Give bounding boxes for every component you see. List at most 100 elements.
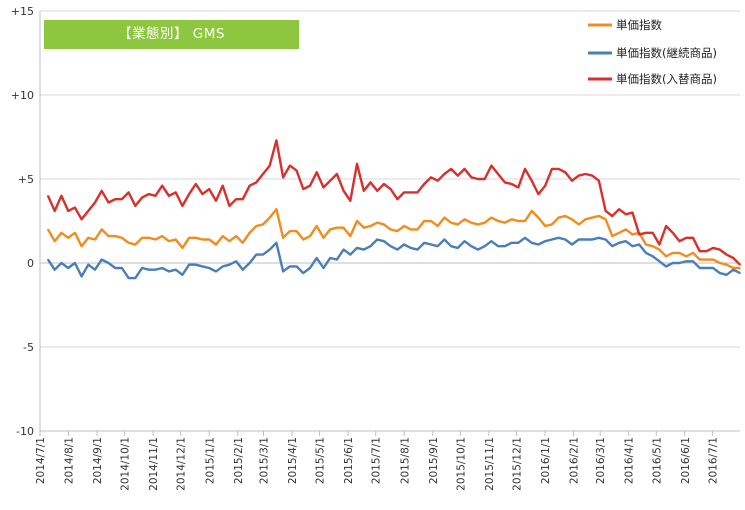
data-point [457, 223, 459, 226]
data-point [188, 193, 190, 195]
x-tick-label: 2016/3/1 [595, 437, 607, 484]
data-point [67, 237, 69, 239]
x-axis-ticks: 2014/7/1 2014/8/1 2014/9/1 2014/10/1 2014/11… [35, 431, 719, 491]
data-point [430, 220, 432, 222]
data-point [571, 179, 573, 182]
data-point [504, 181, 506, 184]
data-point [578, 223, 580, 226]
data-point [396, 248, 399, 251]
data-point [604, 238, 607, 241]
data-point [530, 210, 533, 212]
data-point [463, 240, 466, 242]
data-point [483, 245, 486, 247]
data-point [739, 272, 741, 274]
data-point [100, 190, 103, 192]
data-point [60, 232, 63, 234]
data-point [74, 232, 76, 234]
data-point [336, 258, 338, 261]
data-point [631, 211, 634, 214]
x-tick-label: 2015/6/1 [343, 437, 355, 484]
x-tick-label: 2015/4/1 [287, 437, 299, 484]
data-point [154, 195, 157, 197]
data-point [53, 240, 56, 242]
data-point [376, 190, 379, 192]
data-point [248, 184, 251, 187]
data-point [289, 265, 291, 268]
x-tick-label: 2015/5/1 [315, 437, 327, 484]
data-point [530, 179, 533, 182]
data-point [215, 243, 217, 246]
data-point [389, 188, 392, 190]
data-point [174, 238, 177, 241]
data-point [705, 250, 708, 252]
data-point [450, 245, 452, 247]
data-point [618, 208, 620, 210]
data-point [255, 181, 258, 184]
x-tick-label: 2015/3/1 [259, 437, 271, 484]
data-point [80, 218, 83, 221]
data-point [383, 223, 385, 226]
data-point [564, 238, 567, 241]
data-point [235, 198, 237, 200]
data-point [208, 188, 210, 190]
data-point [712, 258, 714, 261]
data-point [268, 164, 271, 167]
data-point [450, 168, 452, 170]
data-point [403, 191, 405, 194]
data-point [363, 248, 365, 251]
data-point [208, 267, 210, 269]
data-point [342, 190, 345, 192]
x-tick-label: 2014/9/1 [92, 437, 104, 484]
data-point [638, 233, 640, 236]
data-point [510, 242, 513, 244]
data-point [403, 225, 405, 227]
chart-axes [39, 11, 740, 432]
data-point [658, 243, 661, 246]
data-point [181, 274, 184, 276]
data-point [739, 263, 741, 266]
data-point [94, 268, 96, 271]
data-point [121, 267, 123, 269]
data-point [625, 228, 627, 231]
x-tick-label: 2015/9/1 [428, 437, 440, 484]
data-point [410, 191, 412, 194]
data-point [598, 237, 600, 239]
data-point [678, 262, 681, 264]
data-point [430, 176, 432, 179]
data-point [363, 226, 365, 229]
data-point [638, 243, 640, 246]
series-line-1 [46, 207, 740, 270]
data-point [410, 228, 412, 231]
data-point [289, 164, 291, 167]
legend-label: 単価指数(継続商品) [616, 46, 717, 60]
data-point [557, 237, 560, 239]
data-point [510, 183, 513, 185]
data-point [732, 267, 735, 269]
data-point [457, 174, 459, 177]
data-point [457, 247, 459, 249]
data-point [315, 257, 318, 259]
data-point [504, 221, 506, 224]
data-point [376, 238, 379, 241]
data-point [698, 250, 701, 252]
data-point [134, 205, 137, 207]
data-point [389, 228, 392, 231]
series-line-3 [46, 139, 741, 266]
data-point [631, 233, 634, 236]
data-point [692, 237, 694, 239]
data-point [363, 190, 365, 192]
data-point [725, 274, 728, 276]
x-tick-label: 2016/4/1 [624, 437, 636, 484]
data-point [651, 245, 654, 247]
data-point [524, 168, 526, 170]
data-point [410, 247, 412, 249]
x-tick-label: 2016/1/1 [540, 437, 552, 484]
data-point [275, 242, 278, 244]
data-point [598, 215, 600, 217]
data-point [215, 270, 217, 273]
data-point [134, 243, 137, 246]
data-point [349, 253, 352, 256]
data-point [168, 195, 170, 197]
data-point [228, 263, 231, 266]
